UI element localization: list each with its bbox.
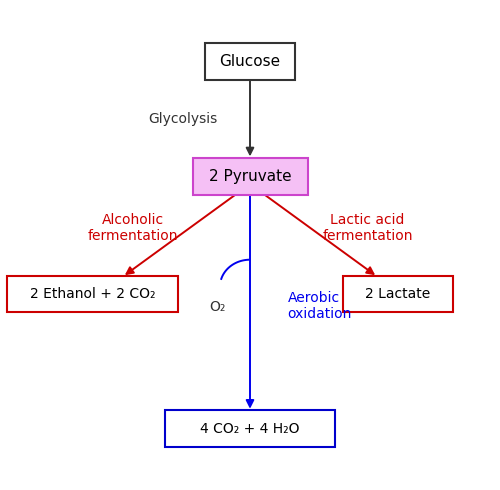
FancyBboxPatch shape (205, 43, 295, 79)
Text: 2 Lactate: 2 Lactate (365, 287, 430, 301)
FancyBboxPatch shape (8, 275, 177, 313)
FancyBboxPatch shape (342, 275, 452, 313)
Text: O₂: O₂ (210, 300, 226, 314)
Text: Aerobic
oxidation: Aerobic oxidation (288, 291, 352, 321)
Text: 4 CO₂ + 4 H₂O: 4 CO₂ + 4 H₂O (200, 422, 300, 436)
Text: Lactic acid
fermentation: Lactic acid fermentation (322, 213, 413, 243)
FancyBboxPatch shape (192, 158, 308, 195)
Text: Glucose: Glucose (220, 54, 280, 69)
Text: Glycolysis: Glycolysis (148, 112, 218, 126)
Text: 2 Ethanol + 2 CO₂: 2 Ethanol + 2 CO₂ (30, 287, 155, 301)
Text: Alcoholic
fermentation: Alcoholic fermentation (88, 213, 178, 243)
FancyBboxPatch shape (165, 411, 335, 447)
Text: 2 Pyruvate: 2 Pyruvate (208, 169, 292, 184)
